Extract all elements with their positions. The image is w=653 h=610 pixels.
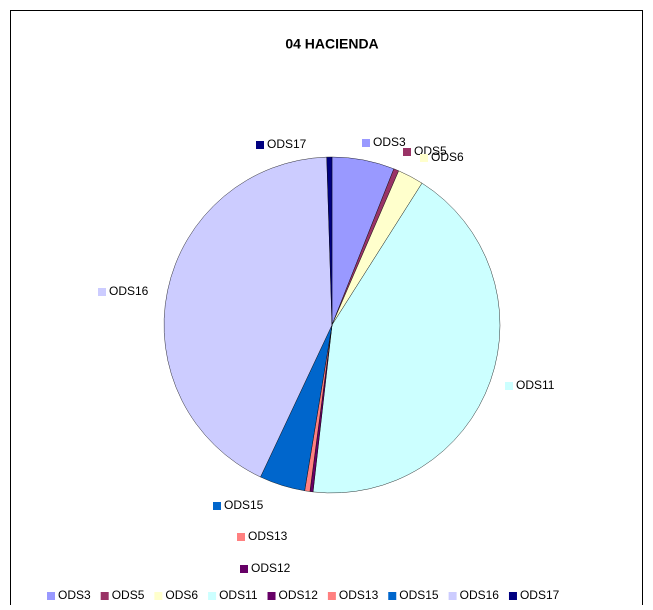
slice-label: ODS13 [248,529,288,543]
label-swatch [505,382,513,390]
slice-label: ODS11 [516,378,555,392]
pie-slice [326,156,333,326]
label-swatch [362,139,370,147]
legend-label: ODS11 [219,588,258,602]
slice-label: ODS15 [224,498,264,512]
slice-label: ODS16 [109,284,149,298]
legend-label: ODS13 [339,588,379,602]
label-swatch [403,148,411,156]
legend-label: ODS15 [399,588,439,602]
pie-slice [163,156,333,478]
slice-label: ODS3 [373,135,406,149]
legend-swatch [327,592,336,600]
label-swatch [240,565,248,573]
legend-swatch [100,592,109,600]
label-swatch [213,502,221,510]
legend-label: ODS3 [58,588,91,602]
legend-swatch [508,592,517,600]
label-swatch [420,154,428,162]
label-swatch [98,288,106,296]
pie-slice [312,182,501,494]
legend-swatch [388,592,397,600]
label-swatch [256,141,264,149]
legend-swatch [448,592,457,600]
slice-label: ODS6 [431,150,464,164]
legend-swatch [154,592,163,600]
label-swatch [237,533,245,541]
legend-label: ODS12 [279,588,319,602]
legend-swatch [267,592,276,600]
legend-label: ODS6 [165,588,198,602]
slice-label: ODS12 [251,561,291,575]
slice-label: ODS17 [267,137,307,151]
legend-swatch [208,592,217,600]
legend-label: ODS16 [460,588,500,602]
chart-title: 04 HACIENDA [285,36,378,52]
legend-label: ODS17 [520,588,560,602]
legend-label: ODS5 [112,588,145,602]
legend-swatch [47,592,55,600]
